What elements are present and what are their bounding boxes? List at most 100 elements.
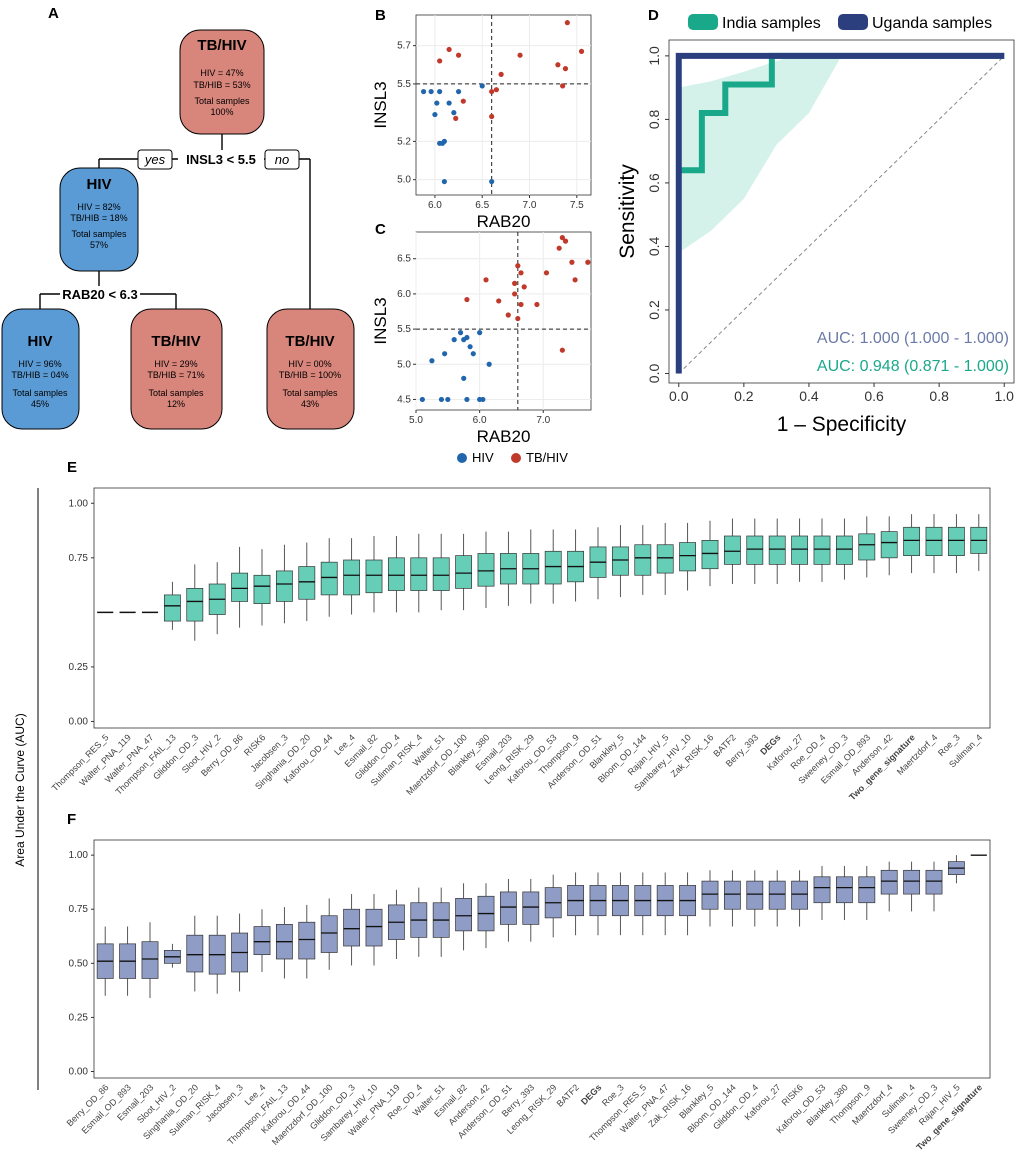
box-body bbox=[903, 526, 921, 556]
hiv-point bbox=[441, 178, 447, 185]
split2-bg bbox=[60, 286, 140, 302]
tbhiv-point bbox=[559, 235, 565, 241]
leaf3-line3: Total samples bbox=[282, 388, 338, 398]
leaf1-line4: 45% bbox=[31, 399, 49, 409]
hiv-point bbox=[464, 334, 470, 341]
y-tick-label: 5.2 bbox=[397, 136, 411, 147]
y-tick-label: 0.50 bbox=[69, 958, 89, 969]
y-axis-title: INSL3 bbox=[371, 297, 390, 344]
leaf1-line1: HIV = 96% bbox=[18, 359, 61, 369]
box-body bbox=[275, 570, 293, 602]
x-tick-label: 0.8 bbox=[929, 388, 949, 404]
y-tick-label: 1.00 bbox=[69, 850, 89, 861]
tbhiv-point bbox=[493, 87, 500, 93]
hiv-point bbox=[457, 330, 464, 336]
tbhiv-point bbox=[572, 277, 578, 283]
x-tick-label: 5.0 bbox=[409, 415, 423, 426]
x-tick-label: 0.0 bbox=[669, 388, 689, 404]
box-body bbox=[858, 533, 876, 561]
box-body bbox=[343, 559, 361, 596]
leaf2-line4: 12% bbox=[167, 399, 185, 409]
tbhiv-point bbox=[518, 301, 524, 308]
tree-leaf-tbhiv-1: TB/HIV HIV = 29% TB/HIB = 71% Total samp… bbox=[130, 308, 223, 430]
x-tick-label: 7.0 bbox=[536, 415, 550, 426]
node-root-title: TB/HIV bbox=[197, 37, 246, 54]
leaf3-title: TB/HIV bbox=[285, 333, 334, 350]
legend-tbhiv-marker bbox=[511, 453, 521, 463]
box-body bbox=[522, 891, 540, 925]
box-body bbox=[298, 921, 316, 960]
legend-hiv-marker bbox=[457, 453, 467, 463]
yes-label: yes bbox=[144, 152, 166, 167]
y-tick-label: 5.0 bbox=[397, 359, 411, 370]
leaf3-line1: HIV = 00% bbox=[288, 359, 331, 369]
tbhiv-point bbox=[534, 301, 540, 308]
y-tick-label: 0.25 bbox=[69, 662, 89, 673]
node-root-line3: Total samples bbox=[194, 96, 250, 106]
tbhiv-point bbox=[464, 296, 470, 303]
box-body bbox=[499, 891, 517, 925]
leaf2-title: TB/HIV bbox=[151, 333, 200, 350]
box-body bbox=[365, 908, 383, 947]
split1-bg bbox=[178, 150, 264, 169]
x-tick-label: 7.0 bbox=[523, 200, 537, 211]
tbhiv-point bbox=[517, 52, 523, 58]
tbhiv-point bbox=[521, 284, 527, 290]
y-tick-label: 0.2 bbox=[646, 300, 662, 320]
split1-label: INSL3 < 5.5 bbox=[186, 152, 256, 167]
box-body bbox=[365, 559, 383, 594]
y-tick-label: 1.00 bbox=[69, 498, 89, 509]
hiv-point bbox=[432, 111, 438, 118]
hiv-point bbox=[446, 100, 452, 106]
boxplot-panel-e: 0.000.250.751.00Thompson_RES_5Walter_PNA… bbox=[50, 487, 991, 802]
y-tick-label: 1.0 bbox=[646, 46, 662, 66]
tbhiv-point bbox=[446, 46, 452, 53]
tbhiv-point bbox=[455, 52, 462, 58]
tbhiv-point bbox=[562, 238, 569, 244]
leaf3-line4: 43% bbox=[301, 399, 319, 409]
hiv-point bbox=[451, 110, 457, 116]
x-tick-label: 7.5 bbox=[570, 200, 584, 211]
no-label: no bbox=[275, 152, 289, 167]
hiv-point bbox=[477, 330, 483, 336]
y-tick-label: 4.5 bbox=[397, 394, 411, 405]
shared-y-axis-label: Area Under the Curve (AUC) bbox=[13, 713, 27, 866]
legend-hiv-label: HIV bbox=[472, 450, 494, 465]
hiv-point bbox=[464, 396, 470, 403]
box-body bbox=[791, 535, 809, 565]
box-body bbox=[768, 535, 786, 565]
hiv-point bbox=[477, 396, 483, 403]
india-ci-band bbox=[678, 55, 842, 253]
leaf1-line3: Total samples bbox=[12, 388, 68, 398]
tree-node-hiv: HIV HIV = 82% TB/HIB = 18% Total samples… bbox=[59, 167, 139, 272]
panel-label-a: A bbox=[48, 5, 59, 22]
y-axis-title: Sensitivity bbox=[616, 164, 639, 259]
legend-tbhiv-label: TB/HIV bbox=[526, 450, 568, 465]
tbhiv-point bbox=[559, 347, 565, 353]
box-body bbox=[925, 526, 943, 556]
box-body bbox=[186, 934, 204, 973]
hiv-point bbox=[461, 375, 467, 381]
hiv-point bbox=[434, 100, 440, 106]
node-root-line4: 100% bbox=[210, 107, 233, 117]
box-body bbox=[746, 535, 764, 565]
india-roc-line bbox=[678, 52, 1005, 174]
y-tick-label: 0.8 bbox=[646, 109, 662, 129]
node-hiv-line3: Total samples bbox=[71, 229, 127, 239]
y-tick-label: 5.5 bbox=[397, 324, 411, 335]
uganda-roc-line bbox=[675, 52, 1005, 374]
node-root-line2: TB/HIB = 53% bbox=[193, 80, 250, 90]
hiv-point bbox=[438, 396, 445, 403]
tbhiv-point bbox=[515, 263, 521, 269]
hiv-point bbox=[428, 88, 434, 95]
box-body bbox=[701, 880, 719, 910]
y-tick-label: 0.6 bbox=[646, 173, 662, 193]
panel-label-d: D bbox=[648, 7, 659, 24]
box-body bbox=[320, 561, 338, 596]
tbhiv-point bbox=[515, 315, 521, 322]
y-tick-label: 5.0 bbox=[397, 175, 411, 186]
hiv-point bbox=[441, 138, 447, 144]
box-body bbox=[701, 540, 719, 570]
panel-label-e: E bbox=[67, 459, 77, 476]
box-body bbox=[141, 941, 159, 979]
